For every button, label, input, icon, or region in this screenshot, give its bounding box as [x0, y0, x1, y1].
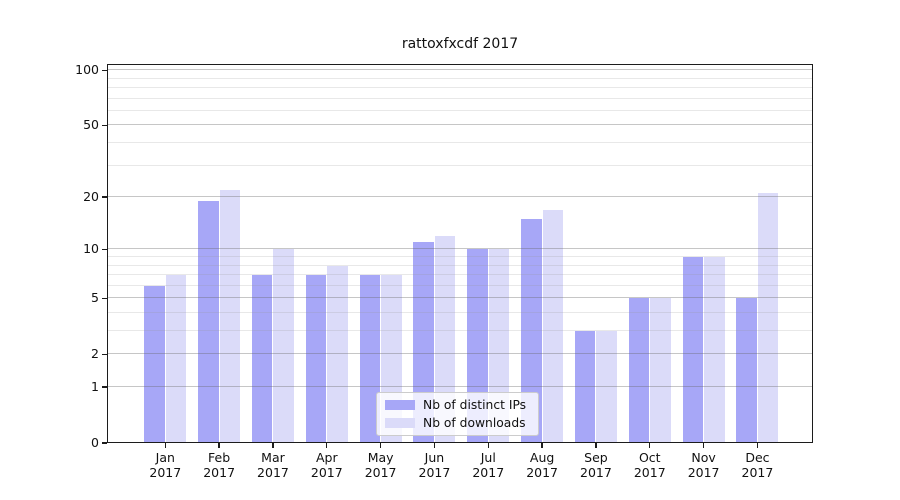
- x-tick-label-mar: Mar 2017: [243, 450, 303, 480]
- year-label: 2017: [633, 465, 666, 480]
- year-label: 2017: [149, 465, 182, 480]
- bar-nb-of-downloads-dec: [757, 193, 779, 443]
- x-tick-label-nov: Nov 2017: [674, 450, 734, 480]
- chart-title: rattoxfxcdf 2017: [401, 36, 519, 52]
- bar-nb-of-distinct-ips-aug: [521, 219, 542, 443]
- month-label: Dec: [745, 450, 770, 465]
- y-tick-label: 1: [91, 379, 99, 394]
- x-tick-label-aug: Aug 2017: [512, 450, 572, 480]
- x-tick-label-sep: Sep 2017: [566, 450, 626, 480]
- bar-nb-of-distinct-ips-jan: [144, 285, 165, 443]
- y-tick-mark: [102, 297, 107, 299]
- year-label: 2017: [472, 465, 505, 480]
- year-label: 2017: [257, 465, 289, 480]
- month-label: Jul: [480, 450, 496, 465]
- y-tick-label: 5: [91, 290, 99, 306]
- month-label: Aug: [529, 450, 555, 465]
- x-tick-label-may: May 2017: [351, 450, 411, 480]
- month-label: Apr: [315, 450, 338, 465]
- x-tick-label-apr: Apr 2017: [297, 450, 357, 480]
- x-tick-mark: [218, 443, 220, 448]
- year-label: 2017: [310, 465, 343, 480]
- x-tick-mark: [702, 443, 705, 448]
- month-label: Mar: [261, 450, 285, 465]
- bar-nb-of-distinct-ips-dec: [736, 298, 757, 443]
- y-tick-mark: [102, 248, 107, 250]
- month-label: Sep: [584, 450, 608, 465]
- y-tick-label: 2: [91, 346, 99, 362]
- year-label: 2017: [364, 465, 397, 480]
- bar-nb-of-distinct-ips-mar: [251, 275, 273, 443]
- y-tick-mark: [102, 442, 107, 444]
- bar-nb-of-distinct-ips-nov: [682, 257, 704, 443]
- x-tick-mark: [595, 443, 597, 448]
- year-label: 2017: [687, 465, 720, 480]
- bar-nb-of-downloads-mar: [273, 249, 294, 443]
- y-tick-label: 20: [83, 189, 99, 205]
- x-tick-label-dec: Dec 2017: [727, 450, 787, 480]
- legend-item-distinct-ips: Nb of distinct IPs: [385, 398, 530, 412]
- y-tick-label: 10: [83, 241, 99, 257]
- bar-nb-of-downloads-apr: [327, 265, 348, 443]
- x-tick-mark: [756, 443, 759, 448]
- x-tick-label-jan: Jan 2017: [135, 450, 195, 480]
- legend-item-downloads: Nb of downloads: [385, 416, 530, 430]
- plot-area: [107, 64, 813, 443]
- legend-swatch-downloads: [385, 418, 415, 428]
- bars-layer: [107, 64, 813, 443]
- year-label: 2017: [580, 465, 612, 480]
- y-tick-label: 100: [75, 62, 99, 78]
- bar-nb-of-distinct-ips-apr: [305, 275, 327, 443]
- x-tick-label-jun: Jun 2017: [404, 450, 464, 480]
- bar-nb-of-downloads-jun: [434, 235, 456, 443]
- bar-nb-of-downloads-feb: [219, 189, 241, 443]
- x-tick-mark: [487, 443, 489, 448]
- x-tick-label-feb: Feb 2017: [189, 450, 249, 480]
- month-label: Jan: [155, 450, 175, 465]
- y-tick-label: 0: [91, 435, 99, 450]
- legend-label-distinct-ips: Nb of distinct IPs: [423, 398, 527, 412]
- y-tick-mark: [102, 69, 107, 71]
- bar-nb-of-downloads-aug: [542, 209, 564, 443]
- x-tick-mark: [164, 443, 166, 448]
- x-tick-mark: [649, 443, 651, 448]
- x-tick-mark: [326, 443, 328, 448]
- bar-nb-of-downloads-oct: [650, 298, 671, 443]
- year-label: 2017: [741, 465, 774, 480]
- year-label: 2017: [526, 465, 559, 480]
- month-label: Feb: [208, 450, 231, 465]
- y-tick-mark: [102, 124, 107, 127]
- year-label: 2017: [203, 465, 236, 480]
- month-label: Oct: [638, 450, 661, 465]
- x-tick-mark: [433, 443, 436, 448]
- bar-nb-of-distinct-ips-oct: [628, 298, 650, 443]
- x-tick-mark: [541, 443, 543, 448]
- y-tick-mark: [102, 386, 107, 388]
- bar-nb-of-downloads-jan: [165, 275, 187, 443]
- y-tick-mark: [102, 196, 107, 198]
- bar-nb-of-distinct-ips-may: [359, 275, 381, 443]
- bar-nb-of-distinct-ips-feb: [198, 201, 219, 443]
- bar-nb-of-distinct-ips-sep: [574, 331, 596, 443]
- bar-nb-of-downloads-sep: [596, 331, 617, 443]
- month-label: Jun: [424, 450, 445, 465]
- legend: Nb of distinct IPs Nb of downloads: [376, 392, 539, 436]
- y-tick-label: 50: [83, 117, 99, 133]
- y-tick-mark: [102, 353, 107, 355]
- legend-swatch-distinct-ips: [385, 400, 415, 410]
- x-tick-mark: [272, 443, 274, 448]
- x-tick-label-oct: Oct 2017: [620, 450, 680, 480]
- month-label: Nov: [691, 450, 716, 465]
- legend-label-downloads: Nb of downloads: [423, 416, 526, 430]
- month-label: May: [367, 450, 394, 465]
- x-tick-label-jul: Jul 2017: [458, 450, 518, 480]
- x-tick-mark: [379, 443, 382, 448]
- year-label: 2017: [418, 465, 451, 480]
- bar-nb-of-downloads-nov: [704, 257, 725, 443]
